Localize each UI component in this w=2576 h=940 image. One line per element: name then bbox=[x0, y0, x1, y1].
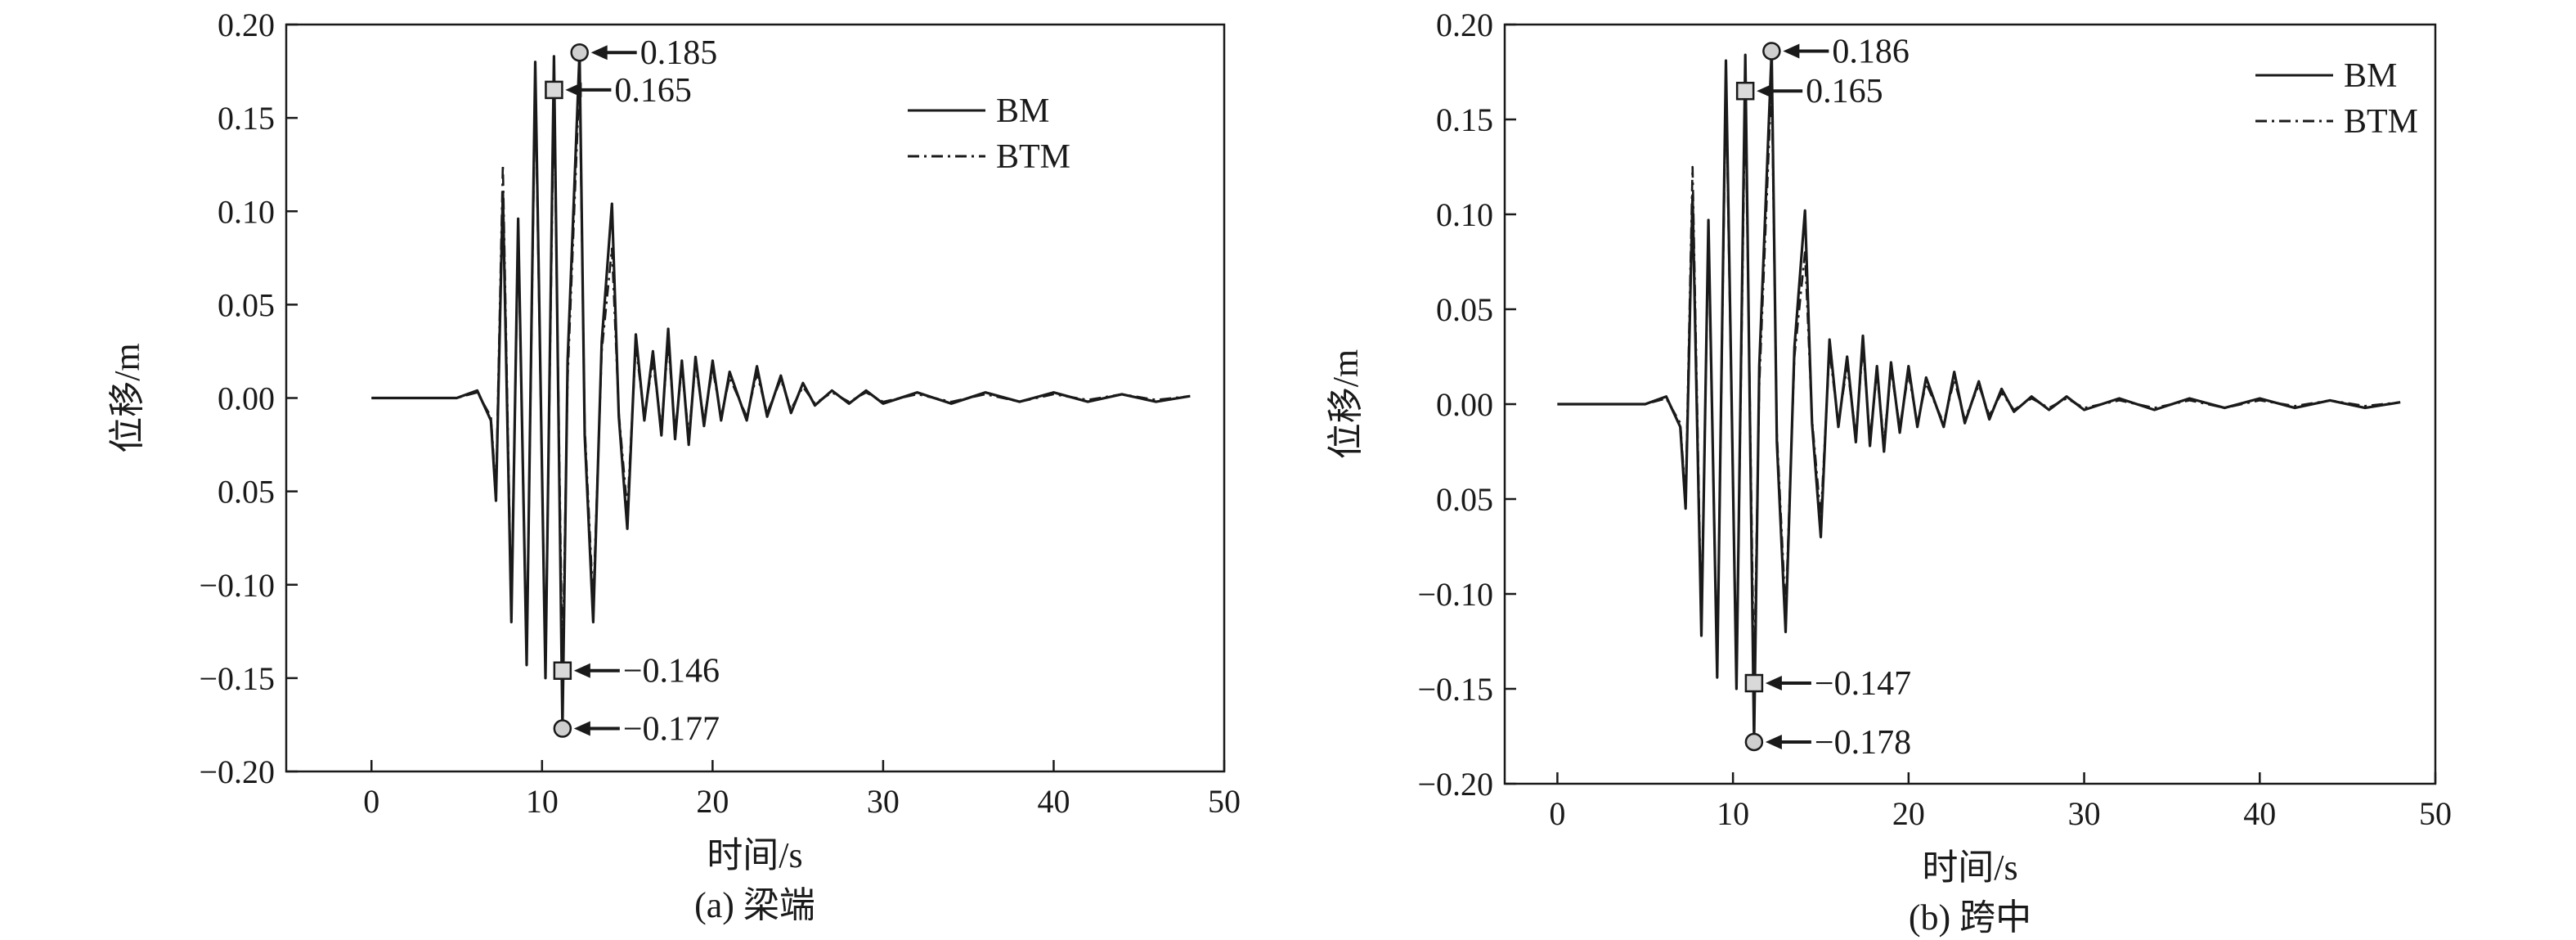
series-line-bm bbox=[1557, 49, 2401, 744]
y-tick-label: −0.15 bbox=[199, 660, 275, 697]
y-tick-label: −0.10 bbox=[199, 567, 275, 604]
annotation-label: −0.177 bbox=[623, 711, 720, 749]
annotation-arrowhead bbox=[1783, 43, 1800, 59]
y-tick-label: −0.15 bbox=[1417, 671, 1493, 708]
annotation-label: −0.147 bbox=[1815, 665, 1911, 703]
y-tick-label: −0.20 bbox=[199, 753, 275, 790]
y-tick-label: −0.20 bbox=[1417, 766, 1493, 803]
annotation-label: −0.178 bbox=[1815, 724, 1911, 762]
annotation-marker-square bbox=[1744, 673, 1764, 693]
chart-caption: (b) 跨中 bbox=[1909, 897, 2031, 938]
legend-label: BM bbox=[2344, 57, 2397, 95]
legend: BM BTM bbox=[908, 92, 1070, 176]
annotation-marker-circle bbox=[1762, 42, 1781, 61]
x-tick-label: 50 bbox=[1208, 783, 1241, 820]
series-line-btm bbox=[371, 75, 1191, 672]
x-tick-label: 10 bbox=[1717, 795, 1749, 832]
y-tick-label: 0.05 bbox=[218, 474, 275, 510]
annotation-label: 0.185 bbox=[640, 34, 718, 72]
annotation-arrowhead bbox=[565, 82, 582, 97]
x-tick-label: 30 bbox=[2068, 795, 2101, 832]
y-tick-label: 0.15 bbox=[218, 100, 275, 137]
y-tick-label: 0.05 bbox=[218, 286, 275, 323]
legend-label: BTM bbox=[996, 138, 1070, 176]
x-tick-label: 30 bbox=[867, 783, 900, 820]
y-tick-label: −0.10 bbox=[1417, 576, 1493, 613]
annotation-arrowhead bbox=[573, 663, 590, 678]
chart-panel-b: 0.20 0.15 0.10 0.05 0.00 0.05 −0.10 −0.15 −0.20 0… bbox=[1326, 7, 2452, 938]
y-tick-label: 0.20 bbox=[1436, 7, 1493, 43]
annotation-label: 0.165 bbox=[1806, 73, 1883, 110]
legend-label: BTM bbox=[2344, 103, 2418, 141]
x-axis-label: 时间/s bbox=[1922, 848, 2017, 888]
annotation-marker-circle bbox=[570, 43, 589, 62]
x-tick-label: 40 bbox=[1037, 783, 1070, 820]
x-axis-label: 时间/s bbox=[707, 835, 802, 875]
annotation-marker-circle bbox=[1744, 732, 1764, 752]
annotation-label: 0.165 bbox=[614, 72, 692, 110]
annotation-arrowhead bbox=[590, 45, 608, 61]
x-tick-label: 50 bbox=[2419, 795, 2452, 832]
annotation-marker-square bbox=[1735, 81, 1755, 101]
y-tick-label: 0.00 bbox=[1436, 386, 1493, 423]
annotation-arrowhead bbox=[573, 721, 590, 736]
y-tick-label: 0.20 bbox=[218, 7, 275, 43]
y-tick-label: 0.05 bbox=[1436, 291, 1493, 328]
chart-panel-a: 0.20 0.15 0.10 0.05 0.00 0.05 −0.10 −0.15 −0.20 0… bbox=[107, 7, 1241, 925]
annotation-label: 0.186 bbox=[1832, 33, 1910, 70]
y-tick-label: 0.15 bbox=[1436, 101, 1493, 138]
y-tick-label: 0.10 bbox=[1436, 196, 1493, 233]
y-axis-label: 位移/m bbox=[1326, 349, 1366, 459]
annotation-arrowhead bbox=[1757, 83, 1774, 99]
annotation-arrowhead bbox=[1765, 734, 1782, 749]
x-tick-label: 0 bbox=[1549, 795, 1565, 832]
chart-caption: (a) 梁端 bbox=[694, 885, 815, 925]
x-tick-label: 20 bbox=[1892, 795, 1925, 832]
x-tick-label: 10 bbox=[526, 783, 559, 820]
annotation-marker-square bbox=[545, 80, 563, 100]
y-tick-label: 0.10 bbox=[218, 193, 275, 230]
annotation-marker-square bbox=[553, 661, 572, 680]
y-axis-label: 位移/m bbox=[107, 343, 147, 452]
y-tick-label: 0.05 bbox=[1436, 481, 1493, 518]
annotation-marker-circle bbox=[553, 719, 572, 738]
legend: BM BTM bbox=[2255, 57, 2418, 141]
series-line-btm bbox=[1557, 76, 2401, 685]
annotation-arrowhead bbox=[1765, 676, 1782, 691]
legend-label: BM bbox=[996, 92, 1049, 130]
x-tick-label: 0 bbox=[363, 783, 379, 820]
y-tick-label: 0.00 bbox=[218, 380, 275, 417]
annotation-label: −0.146 bbox=[623, 653, 720, 690]
x-tick-label: 20 bbox=[696, 783, 729, 820]
x-tick-label: 40 bbox=[2243, 795, 2276, 832]
